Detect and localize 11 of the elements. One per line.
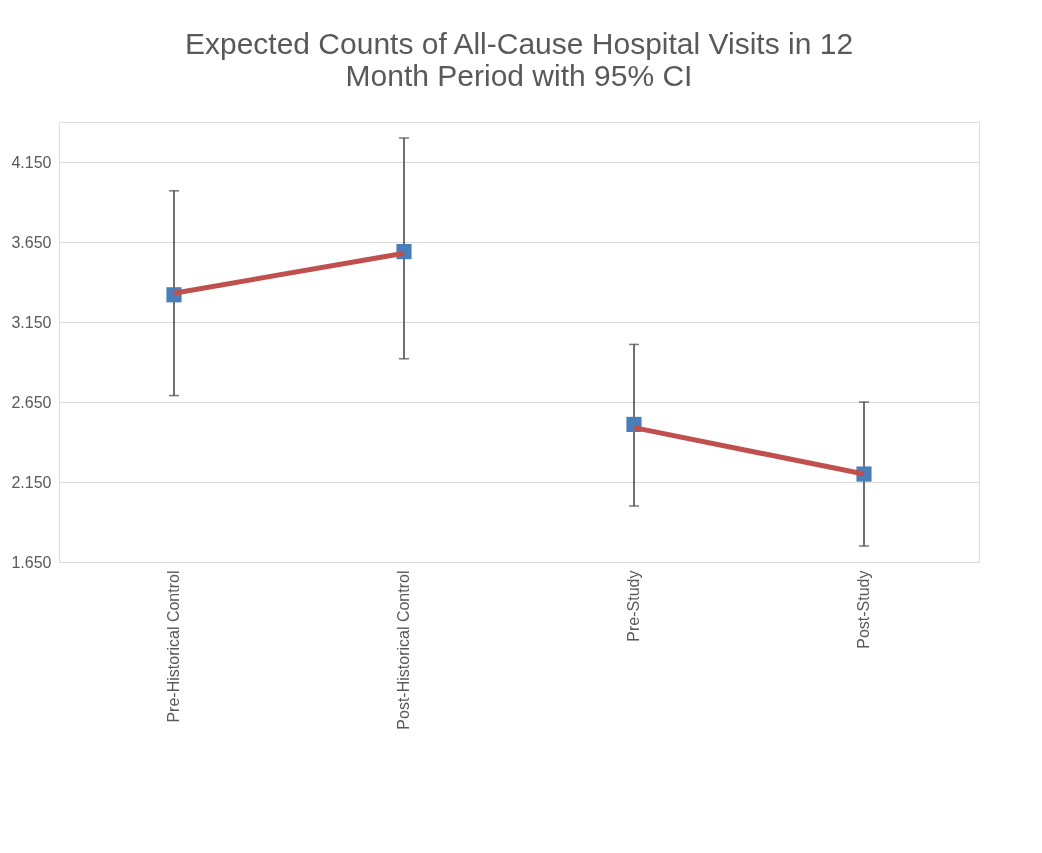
y-tick-label: 2.150 bbox=[11, 473, 52, 491]
y-tick-label: 3.650 bbox=[11, 233, 52, 251]
y-tick-label: 2.650 bbox=[11, 393, 52, 411]
x-tick-label: Post-Historical Control bbox=[395, 570, 412, 730]
y-tick-label: 1.650 bbox=[11, 553, 52, 571]
x-tick-label: Pre-Historical Control bbox=[165, 570, 182, 723]
y-tick-label: 3.150 bbox=[11, 313, 52, 331]
y-tick-label: 4.150 bbox=[11, 153, 52, 171]
x-tick-label: Post-Study bbox=[855, 570, 872, 649]
chart-title: Expected Counts of All-Cause Hospital Visits in 12 Month Period with 95% CI bbox=[184, 27, 854, 92]
x-tick-label: Pre-Study bbox=[625, 570, 642, 642]
